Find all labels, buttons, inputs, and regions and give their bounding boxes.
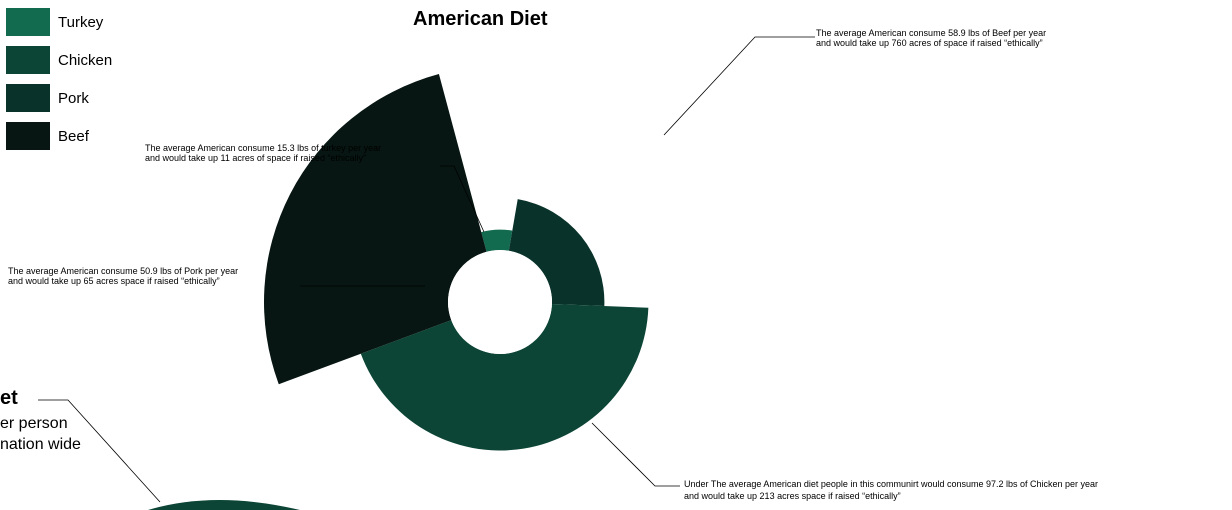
leader-line-turkey — [440, 165, 485, 233]
legend-swatch-beef — [6, 122, 50, 150]
pie-slice-chicken — [360, 304, 649, 451]
annotation-pork-line1: The average American consume 50.9 lbs of… — [8, 266, 239, 276]
annotation-chicken-line2: and would take up 213 acres space if rai… — [684, 491, 901, 501]
annotation-beef-line1: The average American consume 58.9 lbs of… — [816, 28, 1047, 38]
legend: Turkey Chicken Pork Beef — [6, 8, 112, 160]
chart-title: American Diet — [413, 8, 548, 30]
annotation-chicken: Under The average American diet people i… — [684, 478, 1098, 502]
annotation-turkey-line1: The average American consume 15.3 lbs of… — [145, 143, 382, 153]
legend-label-chicken: Chicken — [58, 51, 113, 69]
partial-chart-line2: nation wide — [0, 436, 81, 453]
partial-chart-title: et — [0, 387, 18, 409]
annotation-beef-line2: and would take up 760 acres of space if … — [816, 38, 1043, 48]
legend-label-turkey: Turkey — [58, 13, 104, 31]
leader-line-partial — [38, 399, 161, 503]
legend-item-beef: Beef — [6, 122, 112, 150]
pie-slice-turkey — [481, 229, 513, 252]
leader-lines — [38, 36, 815, 503]
pie-layer — [263, 74, 649, 451]
pie-center-hole — [448, 250, 552, 354]
leader-line-beef — [663, 36, 815, 136]
annotation-pork-line2: and would take up 65 acres space if rais… — [8, 276, 220, 286]
legend-swatch-chicken — [6, 46, 50, 74]
legend-item-chicken: Chicken — [6, 46, 112, 74]
partial-chart-line1: er person — [0, 415, 68, 432]
partial-pie-slice — [148, 500, 300, 510]
pie-slice-beef — [263, 74, 487, 385]
leader-line-chicken — [591, 422, 680, 487]
annotation-turkey: The average American consume 15.3 lbs of… — [145, 143, 381, 163]
annotation-pork: The average American consume 50.9 lbs of… — [8, 266, 238, 286]
legend-label-beef: Beef — [58, 127, 89, 145]
legend-item-turkey: Turkey — [6, 8, 112, 36]
annotation-chicken-line1: Under The average American diet people i… — [684, 479, 1099, 489]
pie-slice-pork — [508, 199, 605, 307]
legend-item-pork: Pork — [6, 84, 112, 112]
legend-swatch-pork — [6, 84, 50, 112]
legend-swatch-turkey — [6, 8, 50, 36]
legend-label-pork: Pork — [58, 89, 89, 107]
annotation-beef: The average American consume 58.9 lbs of… — [816, 28, 1046, 48]
annotation-turkey-line2: and would take up 11 acres of space if r… — [145, 153, 366, 163]
